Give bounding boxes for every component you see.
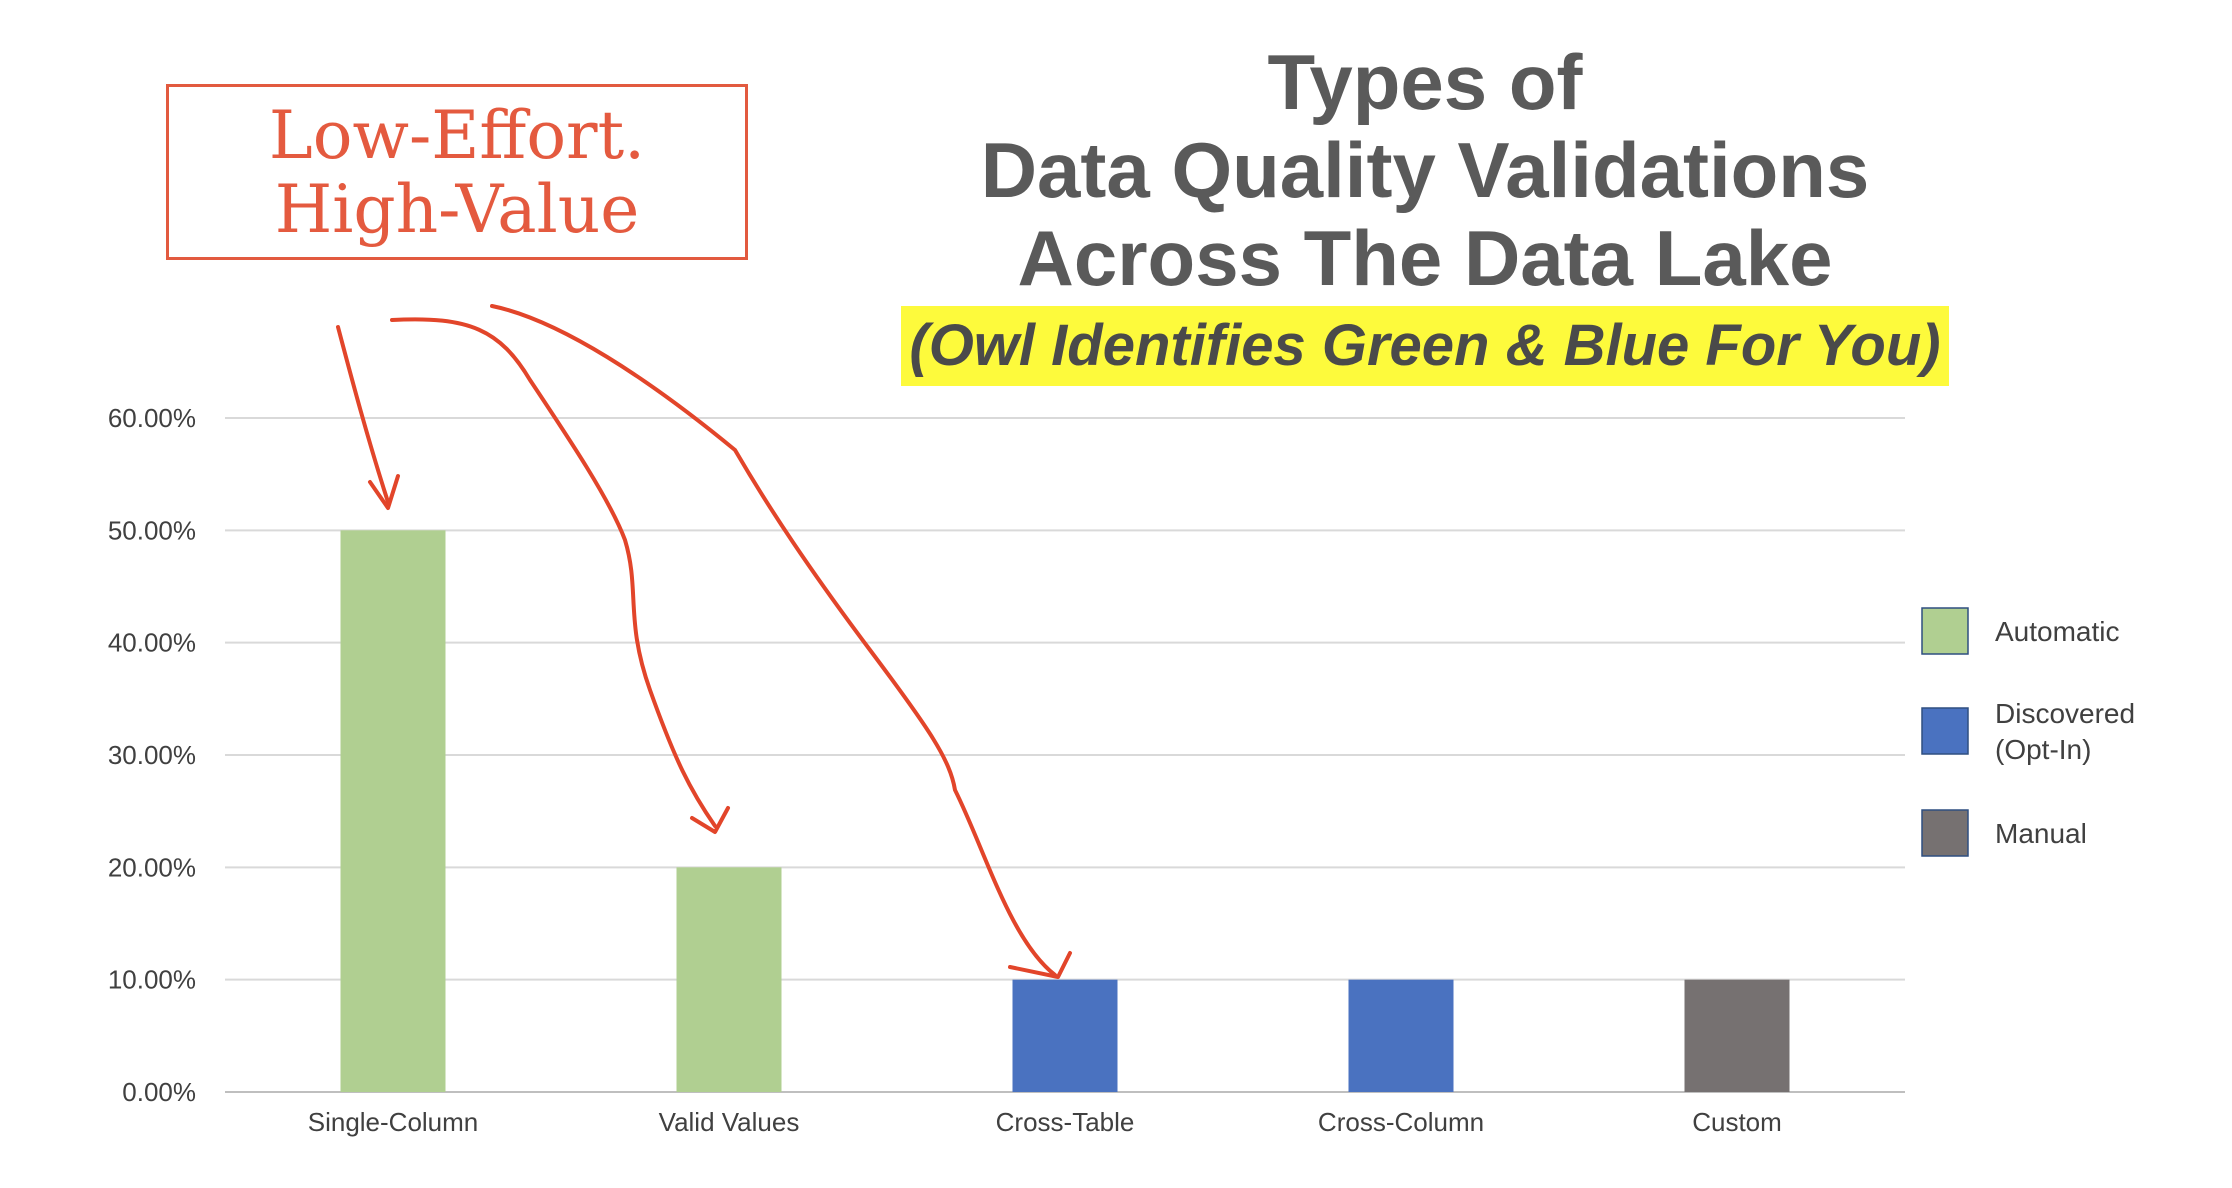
y-axis-tick-labels: 0.00% 10.00% 20.00% 30.00% 40.00% 50.00% 60.00… (108, 403, 196, 1107)
arrow-to-single-column (336, 325, 390, 504)
callout-line-1: Low-Effort. (268, 97, 646, 174)
arrowhead-cross-table (1008, 951, 1072, 979)
y-tick-label: 10.00% (108, 965, 196, 995)
legend-label: Automatic (1995, 616, 2120, 647)
bar-custom (1684, 979, 1790, 1092)
arrow-to-valid-values (390, 317, 717, 828)
legend-label: Discovered (Opt-In) (1995, 698, 2135, 765)
callout-box: Low-Effort. High-Value (166, 84, 748, 260)
callout-line-2: High-Value (274, 171, 640, 248)
legend-swatch (1921, 607, 1969, 655)
legend-swatch (1921, 707, 1969, 755)
x-tick-label: Valid Values (659, 1107, 800, 1137)
chart-title: Types of Data Quality Validations Across… (860, 38, 1990, 386)
x-tick-label: Custom (1692, 1107, 1782, 1137)
y-tick-label: 0.00% (122, 1077, 196, 1107)
y-tick-label: 20.00% (108, 852, 196, 882)
arrow-to-cross-table (490, 304, 1057, 977)
bar-cross-column (1348, 979, 1454, 1092)
x-tick-label: Single-Column (308, 1107, 479, 1137)
x-tick-label: Cross-Column (1318, 1107, 1484, 1137)
bar-single-column (340, 530, 446, 1092)
y-tick-label: 60.00% (108, 403, 196, 433)
y-tick-label: 30.00% (108, 740, 196, 770)
arrowhead-valid-values (690, 806, 730, 834)
x-tick-label: Cross-Table (996, 1107, 1135, 1137)
legend-swatch (1921, 809, 1969, 857)
bar-cross-table (1012, 979, 1118, 1092)
annotation-arrows (336, 304, 1072, 979)
bars (340, 530, 1790, 1092)
chart-subtitle: (Owl Identifies Green & Blue For You) (901, 306, 1949, 386)
legend-label: Manual (1995, 818, 2087, 849)
title-line-1: Types of (1267, 38, 1583, 126)
bar-valid-values (676, 867, 782, 1092)
arrowhead-single-column (368, 474, 400, 510)
y-tick-label: 40.00% (108, 628, 196, 658)
legend: Automatic Discovered (Opt-In) Manual (1921, 607, 2135, 857)
y-tick-label: 50.00% (108, 515, 196, 545)
x-axis-tick-labels: Single-Column Valid Values Cross-Table Cros… (308, 1107, 1782, 1137)
title-line-3: Across The Data Lake (1017, 214, 1833, 302)
title-line-2: Data Quality Validations (980, 126, 1870, 214)
